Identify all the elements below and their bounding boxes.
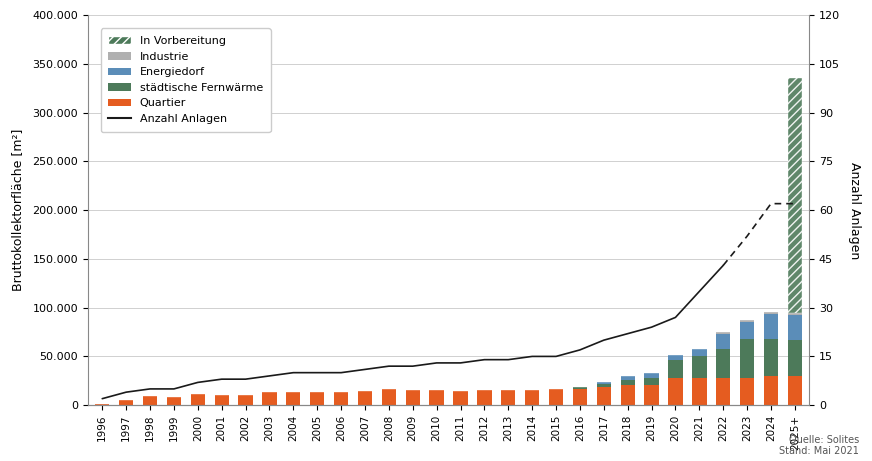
- Bar: [143, 396, 157, 405]
- Bar: [764, 314, 778, 339]
- Bar: [596, 382, 611, 384]
- Bar: [644, 384, 658, 405]
- Bar: [501, 390, 515, 405]
- Bar: [740, 322, 754, 339]
- Text: Quelle: Solites
Stand: Mai 2021: Quelle: Solites Stand: Mai 2021: [779, 435, 859, 456]
- Bar: [644, 373, 658, 378]
- Bar: [764, 312, 778, 314]
- Bar: [668, 378, 683, 405]
- Bar: [262, 392, 276, 405]
- Bar: [119, 400, 133, 405]
- Bar: [692, 356, 706, 378]
- Bar: [764, 339, 778, 376]
- Bar: [668, 361, 683, 378]
- Bar: [692, 378, 706, 405]
- Bar: [621, 380, 635, 384]
- Y-axis label: Anzahl Anlagen: Anzahl Anlagen: [848, 161, 861, 259]
- Bar: [787, 315, 802, 340]
- Bar: [787, 376, 802, 405]
- Bar: [286, 391, 301, 405]
- Bar: [621, 384, 635, 405]
- Bar: [764, 376, 778, 405]
- Bar: [596, 384, 611, 387]
- Bar: [95, 404, 109, 405]
- Bar: [358, 390, 372, 405]
- Bar: [525, 390, 539, 405]
- Bar: [668, 355, 683, 361]
- Bar: [477, 390, 492, 405]
- Bar: [573, 389, 587, 405]
- Bar: [548, 389, 563, 405]
- Bar: [405, 390, 420, 405]
- Bar: [334, 391, 348, 405]
- Bar: [238, 396, 253, 405]
- Bar: [429, 390, 444, 405]
- Bar: [573, 387, 587, 389]
- Bar: [215, 396, 228, 405]
- Bar: [787, 340, 802, 376]
- Bar: [716, 332, 731, 334]
- Bar: [453, 390, 467, 405]
- Legend: In Vorbereitung, Industrie, Energiedorf, städtische Fernwärme, Quartier, Anzahl : In Vorbereitung, Industrie, Energiedorf,…: [100, 29, 270, 132]
- Bar: [716, 334, 731, 349]
- Bar: [740, 339, 754, 378]
- Bar: [310, 391, 324, 405]
- Y-axis label: Bruttokollektorfläche [m²]: Bruttokollektorfläche [m²]: [11, 129, 24, 291]
- Bar: [382, 389, 396, 405]
- Bar: [787, 313, 802, 315]
- Bar: [167, 397, 181, 405]
- Bar: [787, 78, 802, 313]
- Bar: [692, 349, 706, 356]
- Bar: [644, 378, 658, 384]
- Bar: [191, 395, 205, 405]
- Bar: [740, 378, 754, 405]
- Bar: [716, 378, 731, 405]
- Bar: [621, 376, 635, 380]
- Bar: [740, 320, 754, 322]
- Bar: [596, 387, 611, 405]
- Bar: [716, 349, 731, 378]
